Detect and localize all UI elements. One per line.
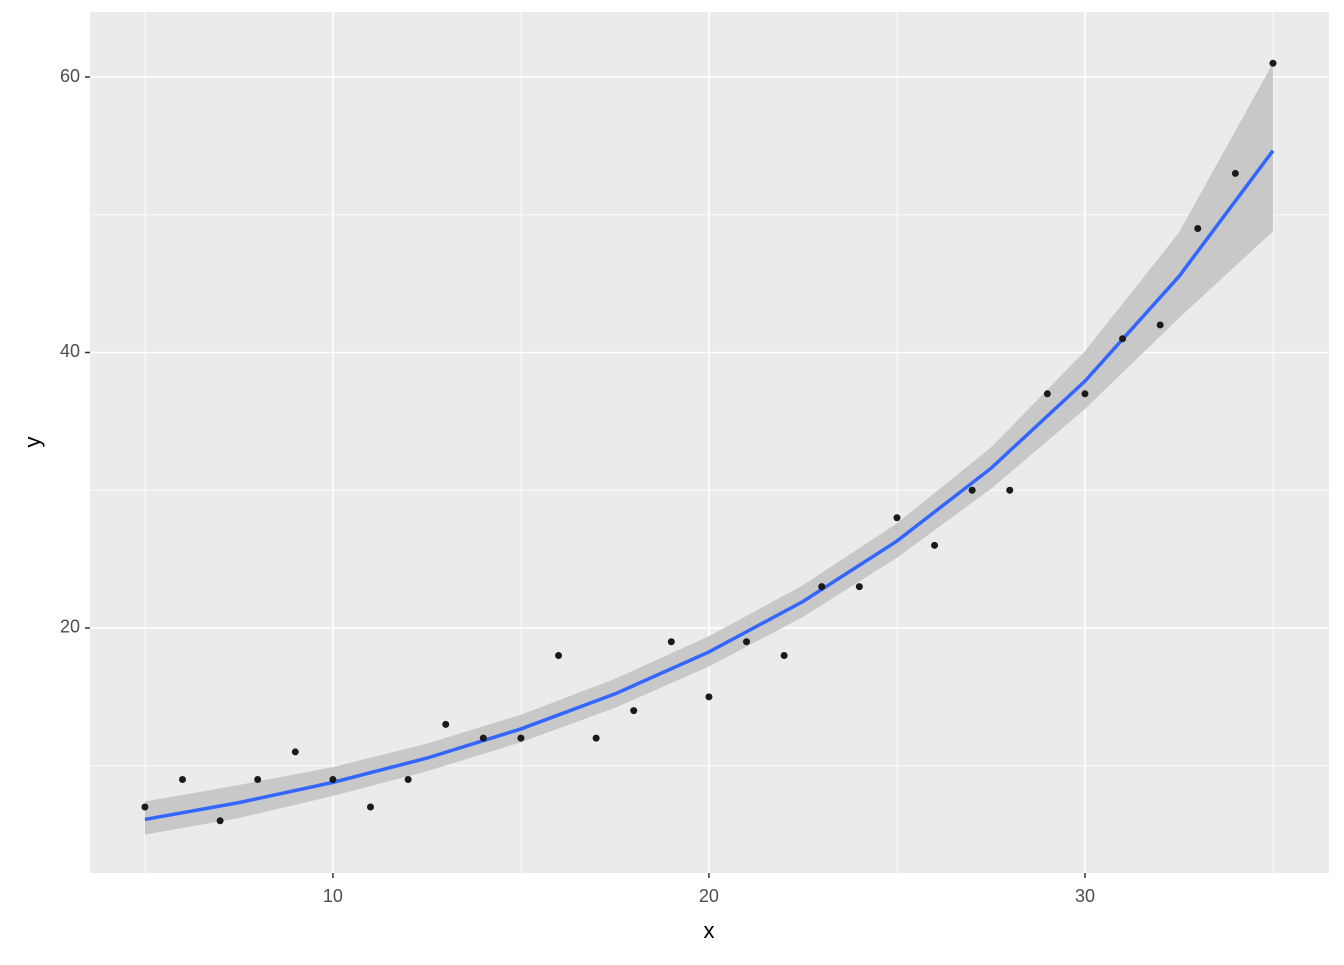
point: [630, 707, 638, 715]
point: [1043, 390, 1051, 398]
point: [1231, 169, 1239, 177]
y-axis-title: y: [20, 437, 45, 448]
point: [855, 583, 863, 591]
point: [1269, 59, 1277, 67]
point: [968, 486, 976, 494]
point: [442, 720, 450, 728]
point: [141, 803, 149, 811]
point: [216, 817, 224, 825]
y-tick-label: 60: [60, 66, 80, 86]
point: [254, 775, 262, 783]
point: [1081, 390, 1089, 398]
point: [329, 775, 337, 783]
point: [291, 748, 299, 756]
point: [705, 693, 713, 701]
point: [1156, 321, 1164, 329]
point: [179, 775, 187, 783]
point: [1006, 486, 1014, 494]
point: [667, 638, 675, 646]
point: [743, 638, 751, 646]
y-tick-label: 20: [60, 617, 80, 637]
point: [479, 734, 487, 742]
point: [818, 583, 826, 591]
point: [1119, 335, 1127, 343]
point: [931, 541, 939, 549]
point: [404, 775, 412, 783]
x-axis-title: x: [704, 918, 715, 943]
x-tick-label: 30: [1075, 886, 1095, 906]
x-tick-label: 10: [323, 886, 343, 906]
point: [592, 734, 600, 742]
y-tick-label: 40: [60, 341, 80, 361]
point: [517, 734, 525, 742]
point: [893, 514, 901, 522]
x-tick-label: 20: [699, 886, 719, 906]
point: [1194, 225, 1202, 233]
point: [555, 652, 563, 660]
point: [780, 652, 788, 660]
point: [367, 803, 375, 811]
